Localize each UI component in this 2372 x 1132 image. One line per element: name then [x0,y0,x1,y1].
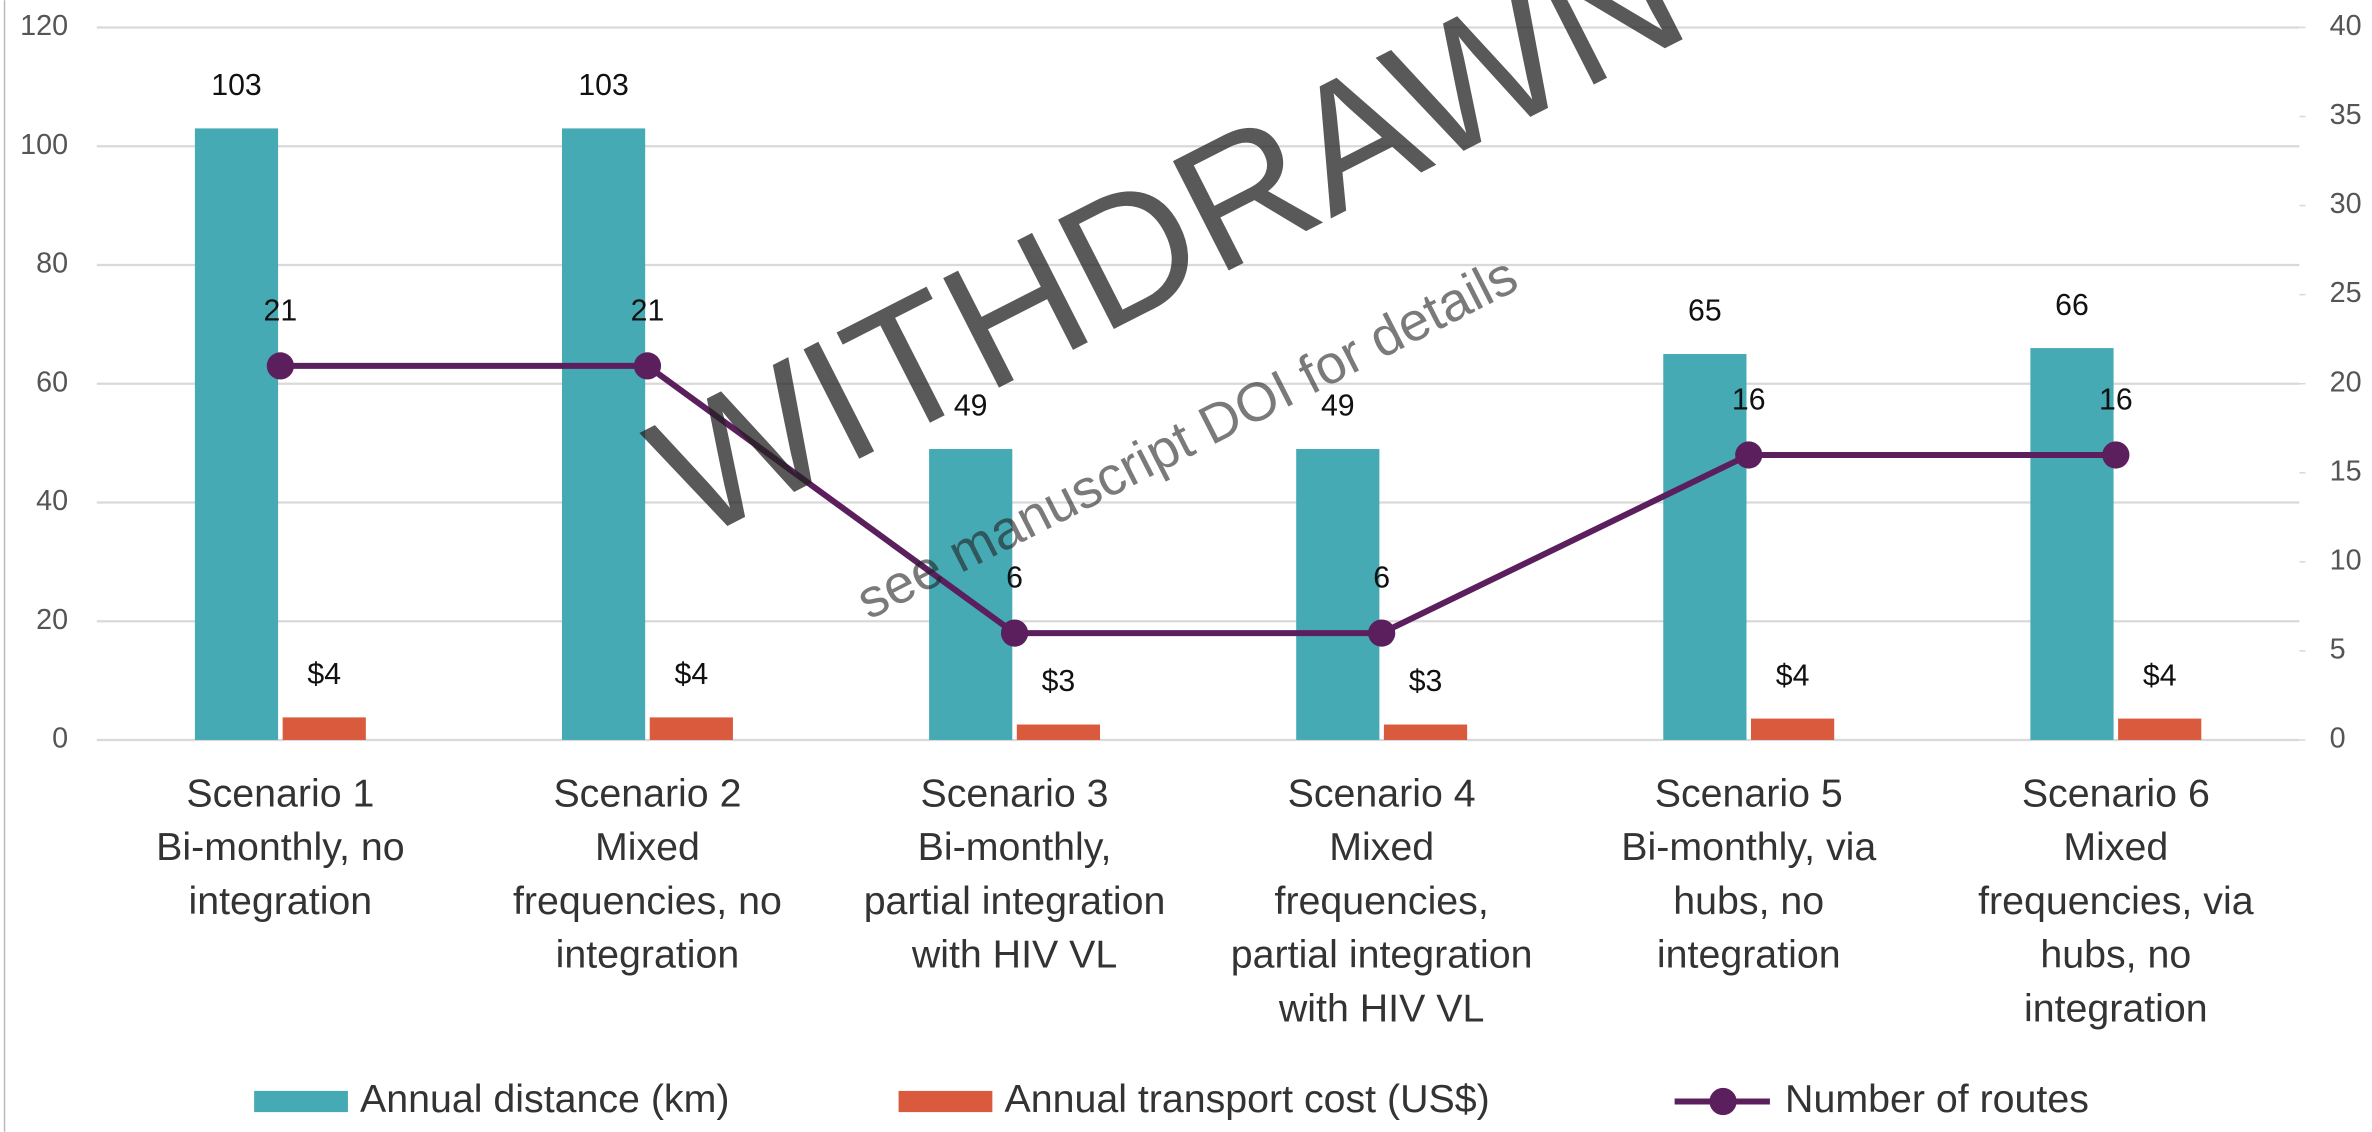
x-tick-line: frequencies, no [513,879,782,923]
legend-label: Annual distance (km) [360,1077,729,1121]
line-value-label: 21 [631,295,665,328]
bar [1296,449,1380,740]
bar [561,128,646,740]
bar [1751,718,1835,740]
line-point [1735,441,1763,469]
x-tick-line: Mixed [2063,825,2168,869]
x-tick-line: Bi-monthly, no [156,825,404,869]
x-tick-line: partial integration [1231,933,1533,977]
bar-value-label: 66 [2055,289,2089,322]
bar-value-label: 65 [1688,295,1722,328]
line-point [2102,441,2130,469]
line-value-label: 6 [1373,562,1390,595]
bar [1383,724,1468,740]
x-tick-line: Mixed [595,825,700,869]
bar [2118,718,2202,740]
watermark: WITHDRAWN [621,0,1713,577]
line-point [266,352,294,380]
x-tick-line: frequencies, [1275,879,1489,923]
bar-value-label: $4 [2143,659,2177,692]
y-tick-label: 40 [36,485,68,517]
y2-tick-label: 0 [2330,723,2346,755]
x-tick-line: integration [189,879,373,923]
bar-value-label: 103 [211,69,261,102]
bar-value-label: $4 [675,658,709,691]
bar [194,128,279,740]
bar [929,449,1013,740]
x-tick-label: Scenario 4 Mixed frequencies, partial integ… [1231,772,1533,1031]
x-tick-label: Scenario 3 Bi-monthly, partial integration… [864,772,1166,977]
y2-tick-label: 20 [2330,366,2362,398]
line-point [1368,619,1396,647]
legend-label: Annual transport cost (US$) [1004,1077,1489,1121]
x-tick-line: hubs, no [1673,879,1824,923]
line-value-label: 21 [264,295,298,328]
bar [649,717,733,740]
x-tick-line: Scenario 6 [2022,772,2210,816]
y-tick-label: 100 [20,129,68,161]
x-tick-line: Scenario 5 [1655,772,1843,816]
bar-value-label: $4 [307,658,341,691]
line-point [633,352,662,380]
y2-tick-label: 35 [2330,99,2362,131]
y-tick-label: 0 [52,723,68,755]
x-tick-line: Scenario 1 [186,772,374,816]
y-tick-label: 120 [20,10,68,42]
line-point [1000,619,1029,647]
legend-swatch [898,1090,993,1113]
x-tick-label: Scenario 1 Bi-monthly, no integration [156,772,404,923]
y-tick-label: 60 [36,366,68,398]
line-value-label: 6 [1006,562,1023,595]
legend-label: Number of routes [1785,1077,2089,1121]
x-tick-line: Scenario 3 [921,772,1109,816]
x-tick-line: with HIV VL [1278,986,1484,1030]
bar-value-label: $3 [1409,665,1443,698]
y-tick-label: 20 [36,604,68,636]
x-tick-line: partial integration [864,879,1166,923]
line [280,362,2116,637]
x-tick-line: frequencies, via [1978,879,2254,923]
bar [282,717,366,740]
x-tick-line: with HIV VL [911,933,1117,977]
y2-tick-label: 40 [2330,10,2362,42]
x-tick-line: Mixed [1329,825,1434,869]
y2-tick-label: 5 [2330,633,2346,665]
x-tick-line: Scenario 4 [1288,772,1476,816]
bar-value-label: 49 [1321,390,1355,423]
x-tick-label: Scenario 2 Mixed frequencies, no integratio… [513,772,782,977]
legend-swatch-point [1709,1087,1737,1116]
line-value-label: 16 [2099,384,2133,417]
bar-value-label: $3 [1042,665,1076,698]
x-tick-line: integration [2024,986,2208,1030]
y2-tick-label: 25 [2330,277,2362,309]
x-tick-line: integration [1657,933,1841,977]
x-tick-line: integration [556,933,740,977]
line-value-label: 16 [1732,384,1766,417]
bar [2030,348,2114,740]
x-tick-label: Scenario 5 Bi-monthly, via hubs, no integra… [1621,772,1876,977]
x-tick-line: Bi-monthly, via [1621,825,1876,869]
x-tick-line: Bi-monthly, [918,825,1112,869]
legend-swatch [254,1090,348,1113]
y2-tick-label: 30 [2330,188,2362,220]
x-tick-line: Scenario 2 [553,772,741,816]
x-tick-line: hubs, no [2040,933,2191,977]
bar [1016,724,1101,740]
bar [1663,354,1747,740]
y2-tick-label: 10 [2330,544,2362,576]
x-tick-label: Scenario 6 Mixed frequencies, via hubs, no i… [1978,772,2254,1031]
bar-value-label: 103 [578,69,628,102]
y2-tick-label: 15 [2330,455,2362,487]
y-tick-label: 80 [36,248,68,280]
bar-value-label: $4 [1776,659,1810,692]
bar-value-label: 49 [954,390,988,423]
